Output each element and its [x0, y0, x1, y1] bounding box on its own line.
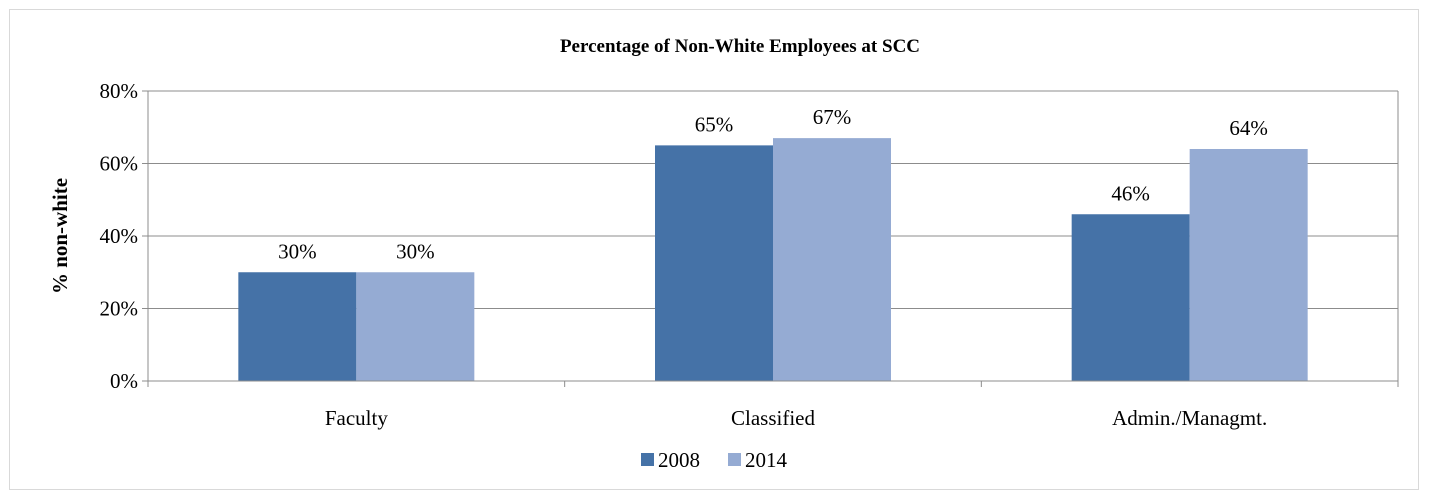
chart-title: Percentage of Non-White Employees at SCC — [560, 36, 920, 57]
y-tick-label: 20% — [100, 297, 139, 321]
x-tick-labels: Faculty Classified Admin./Managmt. — [325, 406, 1267, 430]
x-tick-label: Faculty — [325, 406, 388, 430]
legend: 2008 2014 — [641, 448, 788, 472]
bar-2014-2 — [1189, 149, 1308, 381]
bar-2014-0 — [356, 272, 475, 381]
data-label: 30% — [278, 239, 317, 263]
bars — [238, 138, 1308, 381]
data-label: 46% — [1111, 181, 1150, 205]
legend-swatch — [728, 453, 741, 466]
data-label: 30% — [396, 239, 435, 263]
legend-swatch — [641, 453, 654, 466]
legend-label: 2008 — [658, 448, 700, 472]
y-tick-labels: 0% 20% 40% 60% 80% — [100, 79, 139, 393]
y-tick-label: 0% — [110, 369, 138, 393]
y-axis-label: % non-white — [48, 178, 72, 294]
bar-2008-0 — [238, 272, 357, 381]
axes — [142, 90, 1399, 387]
x-tick-label: Classified — [731, 406, 815, 430]
y-tick-label: 40% — [100, 224, 139, 248]
data-label: 64% — [1229, 116, 1268, 140]
data-label: 67% — [813, 105, 852, 129]
legend-label: 2014 — [745, 448, 788, 472]
bar-2014-1 — [773, 138, 891, 381]
data-labels: 30% 30% 65% 67% 46% 64% — [278, 105, 1268, 263]
data-label: 65% — [695, 112, 734, 136]
y-tick-label: 60% — [100, 152, 139, 176]
bar-2008-2 — [1071, 214, 1190, 381]
y-tick-label: 80% — [100, 79, 139, 103]
x-tick-label: Admin./Managmt. — [1112, 406, 1267, 430]
bar-2008-1 — [655, 145, 773, 381]
